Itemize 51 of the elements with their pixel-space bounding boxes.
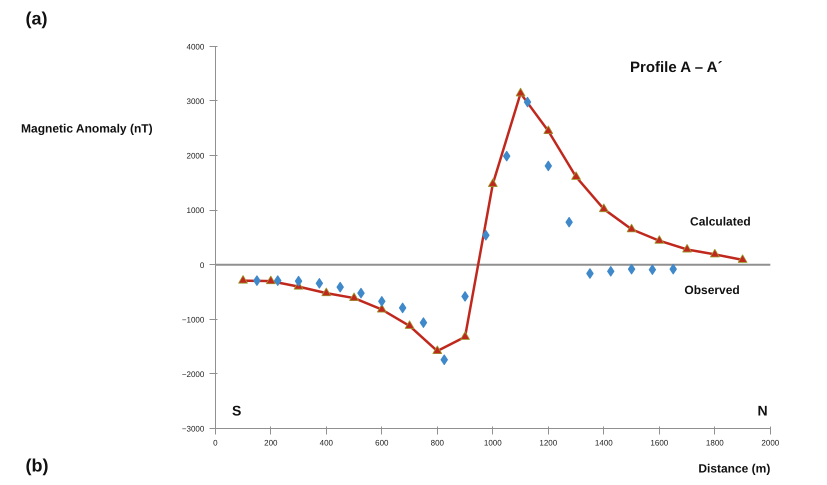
text: (a) [25,8,48,28]
x-tick-label: 1000 [484,438,502,448]
y-tick-label: 1000 [186,206,205,216]
x-tick-label: 1600 [650,438,669,448]
annotation: S [232,402,242,419]
x-tick-label: 400 [320,438,334,448]
point [598,203,609,212]
y-tick-label: 4000 [186,42,205,52]
point [460,331,470,340]
text: Profile A – A´ [630,58,723,76]
y-tick-label: −1000 [182,315,205,324]
point [682,244,692,252]
x-tick-label: 1400 [594,438,614,448]
point [626,224,636,232]
x-tick-label: 200 [264,438,278,448]
x-tick-label: 600 [375,438,390,448]
y-tick-label: 2000 [186,152,205,161]
point [238,274,248,284]
x-tick-label: 1200 [539,438,558,448]
x-tick-label: 1800 [706,438,724,448]
point [543,125,554,134]
y-axis-title: Magnetic Anomaly (nT) [21,122,153,136]
point [349,292,359,302]
x-axis-title: Distance (m) [698,462,770,476]
series-label: Observed [684,282,740,297]
x-tick-label: 2000 [761,438,780,448]
x-tick-label: 800 [430,438,445,448]
point [432,345,442,354]
point [524,96,532,108]
point [266,276,276,284]
point [710,248,720,258]
point [738,254,748,263]
annotation: N [757,402,768,419]
point [544,160,552,172]
point [461,291,469,302]
y-tick-label: −3000 [182,424,205,434]
point [253,275,261,286]
point [404,320,414,329]
point [571,171,581,180]
text: (b) [25,456,48,476]
series-label: Calculated [690,214,751,229]
point [586,268,594,279]
point [654,235,664,244]
y-tick-label: 0 [200,260,205,270]
point [376,304,387,313]
y-tick-label: 3000 [186,96,205,106]
y-tick-label: −2000 [182,370,205,379]
point [488,178,498,187]
point [516,88,526,96]
x-tick-label: 0 [213,438,218,448]
point [321,288,332,296]
